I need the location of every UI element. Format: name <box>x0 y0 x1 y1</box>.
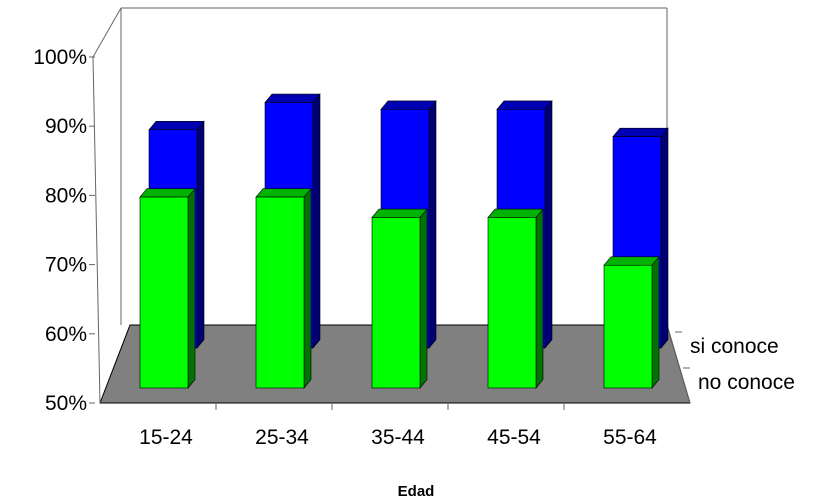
bar-no-conoce <box>603 256 660 389</box>
y-axis <box>92 56 101 404</box>
depth-labels: si conoce no conoce <box>675 331 795 394</box>
y-tick-label: 70% <box>45 254 87 277</box>
bar-no-conoce <box>139 187 196 389</box>
x-tick-label: 25-34 <box>255 426 309 449</box>
y-tick-label: 90% <box>45 115 87 138</box>
series-label: no conoce <box>698 371 795 394</box>
x-ticks: 15-24 25-34 35-44 45-54 55-64 <box>139 403 657 449</box>
x-tick-label: 15-24 <box>139 426 193 449</box>
bar-no-conoce <box>487 208 544 389</box>
y-tick-label: 80% <box>45 184 87 207</box>
series-label: si conoce <box>690 335 779 358</box>
y-tick-label: 60% <box>45 323 87 346</box>
x-axis-title: Edad <box>398 483 435 500</box>
y-tick-label: 50% <box>45 392 87 415</box>
left-wall-top <box>92 7 122 58</box>
bar-no-conoce <box>371 208 428 389</box>
bars <box>139 93 669 389</box>
x-tick-label: 35-44 <box>371 426 425 449</box>
x-tick-label: 45-54 <box>487 426 541 449</box>
y-ticks: 50% 60% 70% 80% 90% 100% <box>33 46 95 415</box>
depth-axis <box>666 324 691 404</box>
bar-no-conoce <box>255 187 312 389</box>
y-tick-label: 100% <box>33 46 87 69</box>
x-tick-label: 55-64 <box>603 426 657 449</box>
